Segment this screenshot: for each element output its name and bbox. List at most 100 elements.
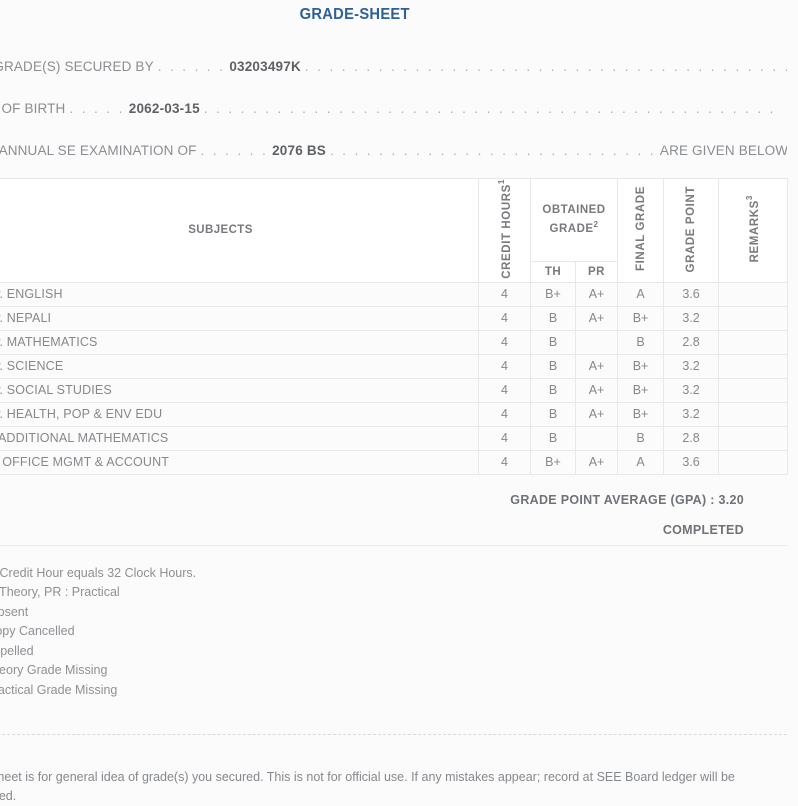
note-divider xyxy=(0,734,787,736)
column-header-remarks: REMARKS3 xyxy=(718,178,789,283)
footnote-item: *E : Expelled xyxy=(0,643,34,658)
cell-remarks xyxy=(718,353,789,379)
examination-trail: ARE GIVEN BELOW xyxy=(659,143,787,158)
grades-table-head: SUBJECTS CREDIT HOURS1 OBTAINED GRADE2 F… xyxy=(0,178,789,283)
column-header-final-grade: FINAL GRADE xyxy=(617,178,665,283)
cell-subject: COMP. SOCIAL STUDIES xyxy=(0,377,479,403)
cell-subject: COMP. HEALTH, POP & ENV EDU xyxy=(0,401,479,427)
cell-credit-hours: 4 xyxy=(478,449,531,475)
cell-final-grade: B+ xyxy=(617,377,665,403)
footnote-spacer xyxy=(0,700,787,734)
cell-subject: COMP. MATHEMATICS xyxy=(0,329,479,355)
symbol-number-value: 03203497K xyxy=(229,59,301,74)
cell-final-grade: B+ xyxy=(617,353,665,379)
grades-table: SUBJECTS CREDIT HOURS1 OBTAINED GRADE2 F… xyxy=(0,178,789,475)
table-header-row-2: TH PR xyxy=(0,260,788,283)
student-info-lines: THE GRADE(S) SECURED BY . . . . . . 0320… xyxy=(0,46,787,172)
column-header-credit-hours: CREDIT HOURS1 xyxy=(478,178,531,283)
cell-remarks xyxy=(718,329,789,355)
gpa-summary: GRADE POINT AVERAGE (GPA) : 3.20 xyxy=(510,492,744,507)
cell-practical-grade: A+ xyxy=(574,377,619,403)
cell-grade-point: 2.8 xyxy=(663,425,720,451)
cell-final-grade: B+ xyxy=(617,305,665,331)
date-of-birth-dots-before: . . . . . xyxy=(69,101,125,116)
cell-theory-grade: B xyxy=(530,353,576,379)
cell-credit-hours: 4 xyxy=(478,281,531,307)
column-header-obtained-grade: OBTAINED GRADE2 xyxy=(529,178,619,262)
column-header-credit-hours-label: CREDIT HOURS xyxy=(500,184,513,279)
grade-secured-dots-before: . . . . . . xyxy=(157,59,226,74)
cell-final-grade: B xyxy=(617,425,665,451)
cell-grade-point: 2.8 xyxy=(663,329,720,355)
cell-practical-grade: A+ xyxy=(574,281,619,307)
footnote-item: *P : Practical Grade Missing xyxy=(0,682,118,697)
cell-practical-grade: A+ xyxy=(574,401,619,427)
cell-final-grade: A xyxy=(617,281,665,307)
date-of-birth-line: DATE OF BIRTH . . . . . 2062-03-15 . . .… xyxy=(0,88,787,130)
note-body: This Sheet is for general idea of grade(… xyxy=(0,770,735,804)
cell-final-grade: B xyxy=(617,329,665,355)
column-header-remarks-label: REMARKS xyxy=(748,200,761,263)
cell-theory-grade: B+ xyxy=(530,449,576,475)
cell-final-grade: B+ xyxy=(617,401,665,427)
cell-credit-hours: 4 xyxy=(478,305,531,331)
footnote-item: 2 TH : Theory, PR : Practical xyxy=(0,585,120,600)
cell-subject: OPT.II OFFICE MGMT & ACCOUNT xyxy=(0,449,479,475)
note-title: Note: xyxy=(0,749,787,768)
cell-theory-grade: B xyxy=(530,425,576,451)
obtained-grade-footnote-marker: 2 xyxy=(593,219,599,229)
column-header-grade-point-label: GRADE POINT xyxy=(685,185,698,273)
footnote-item: *@ : Absent xyxy=(0,604,29,619)
cell-grade-point: 3.2 xyxy=(663,353,720,379)
page-title: GRADE-SHEET xyxy=(299,6,410,23)
cell-grade-point: 3.6 xyxy=(663,281,720,307)
cell-credit-hours: 4 xyxy=(478,329,531,355)
examination-dots-before: . . . . . . xyxy=(200,143,269,158)
summary-divider xyxy=(0,544,787,546)
cell-subject: COMP. SCIENCE xyxy=(0,353,479,379)
cell-final-grade: A xyxy=(617,449,665,475)
column-header-theory: TH xyxy=(530,260,576,283)
cell-credit-hours: 4 xyxy=(478,377,531,403)
cell-credit-hours: 4 xyxy=(478,425,531,451)
cell-remarks xyxy=(718,305,789,331)
cell-theory-grade: B xyxy=(530,401,576,427)
cell-practical-grade xyxy=(574,425,619,451)
status-badge: COMPLETED xyxy=(662,522,744,537)
grade-secured-line: THE GRADE(S) SECURED BY . . . . . . 0320… xyxy=(0,46,787,88)
grade-secured-dots-after: . . . . . . . . . . . . . . . . . . . . … xyxy=(304,59,787,74)
examination-dots-after: . . . . . . . . . . . . . . . . . . . . … xyxy=(329,143,656,158)
cell-subject: OPT.I ADDITIONAL MATHEMATICS xyxy=(0,425,479,451)
cell-grade-point: 3.2 xyxy=(663,401,720,427)
column-header-final-grade-label: FINAL GRADE xyxy=(634,186,647,272)
cell-remarks xyxy=(718,281,789,307)
cell-theory-grade: B xyxy=(530,305,576,331)
cell-theory-grade: B xyxy=(530,329,576,355)
examination-label: THE ANNUAL SE EXAMINATION OF xyxy=(0,143,197,158)
examination-year-value: 2076 BS xyxy=(272,143,327,158)
cell-remarks xyxy=(718,425,789,451)
cell-practical-grade: A+ xyxy=(574,449,619,475)
date-of-birth-dots-after: . . . . . . . . . . . . . . . . . . . . … xyxy=(203,101,776,116)
footnote-item: *C : Copy Cancelled xyxy=(0,624,75,639)
cell-practical-grade: A+ xyxy=(574,305,619,331)
column-header-practical: PR xyxy=(574,260,619,283)
cell-practical-grade xyxy=(574,329,619,355)
cell-theory-grade: B+ xyxy=(530,281,576,307)
footnotes-list: 1 One Credit Hour equals 32 Clock Hours.… xyxy=(0,546,787,701)
cell-remarks xyxy=(718,401,789,427)
date-of-birth-value: 2062-03-15 xyxy=(128,101,200,116)
cell-subject: COMP. ENGLISH xyxy=(0,281,479,307)
cell-practical-grade: A+ xyxy=(574,353,619,379)
column-header-subjects: SUBJECTS xyxy=(0,178,479,283)
cell-subject: COMP. NEPALI xyxy=(0,305,479,331)
cell-grade-point: 3.6 xyxy=(663,449,720,475)
cell-credit-hours: 4 xyxy=(478,401,531,427)
